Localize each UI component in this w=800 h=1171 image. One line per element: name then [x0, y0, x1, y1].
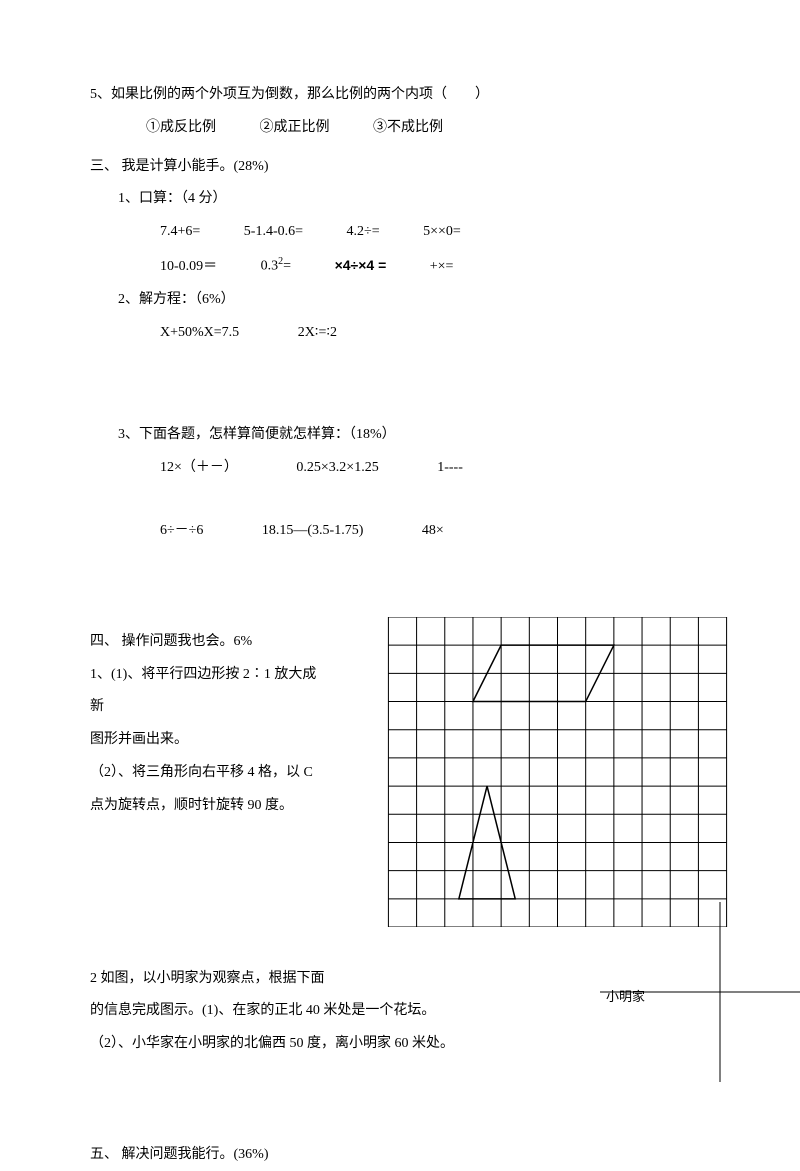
section3-sub3: 3、下面各题，怎样算简便就怎样算：（18%） — [90, 420, 710, 451]
calc2b-pre: 0.3 — [261, 259, 279, 274]
q5-opt2: ②成正比例 — [260, 113, 330, 144]
q5-text: 5、如果比例的两个外项互为倒数，那么比例的两个内项（ ） — [90, 80, 710, 111]
calc2b-post: = — [283, 259, 291, 274]
calc3b: 0.25×3.2×1.25 — [296, 453, 378, 484]
calc2d: +×= — [430, 252, 454, 283]
calc1a: 7.4+6= — [160, 217, 200, 248]
grid-figure — [375, 617, 740, 927]
s4-p1-3: 图形并画出来。 — [90, 725, 350, 756]
s4-p2-2: 点为旋转点，顺时针旋转 90 度。 — [90, 791, 350, 822]
calc1d: 5××0= — [423, 217, 461, 248]
calc4c: 48× — [422, 516, 444, 547]
s4-p2-1: （2）、将三角形向右平移 4 格，以 C — [90, 758, 350, 789]
q5-opt1: ①成反比例 — [146, 113, 216, 144]
s4-p1-2: 新 — [90, 692, 350, 723]
calc2b: 0.32= — [261, 251, 291, 282]
q5-opt3: ③不成比例 — [373, 113, 443, 144]
calc-row2: 10-0.09＝ 0.32= ×4÷×4 = +×= — [90, 250, 710, 283]
eq2: 2X∶=∶2 — [298, 318, 337, 349]
calc3c: 1---- — [437, 453, 463, 484]
calc4b: 18.15—(3.5-1.75) — [262, 516, 364, 547]
calc-row4: 6÷－÷6 18.15—(3.5-1.75) 48× — [90, 516, 710, 547]
calc2a: 10-0.09＝ — [160, 252, 217, 283]
section4-title: 四、 操作问题我也会。6% — [90, 627, 350, 658]
section3-title: 三、 我是计算小能手。(28%) — [90, 152, 710, 183]
calc1b: 5-1.4-0.6= — [244, 217, 303, 248]
xiaoming-label: 小明家 — [606, 983, 645, 1012]
q5-options: ①成反比例 ②成正比例 ③不成比例 — [90, 113, 710, 144]
calc-row1: 7.4+6= 5-1.4-0.6= 4.2÷= 5××0= — [90, 217, 710, 248]
eq-row: X+50%X=7.5 2X∶=∶2 — [90, 318, 710, 349]
calc1c: 4.2÷= — [347, 217, 380, 248]
section5-title: 五、 解决问题我能行。(36%) — [90, 1140, 710, 1171]
s4-p1-1: 1、(1)、将平行四边形按 2∶1 放大成 — [90, 660, 350, 691]
eq1: X+50%X=7.5 — [160, 318, 239, 349]
calc2c: ×4÷×4 = — [335, 250, 387, 281]
calc4a: 6÷－÷6 — [160, 516, 203, 547]
calc-row3: 12×（＋－） 0.25×3.2×1.25 1---- — [90, 453, 710, 484]
section3-sub2: 2、解方程：（6%） — [90, 285, 710, 316]
calc3a: 12×（＋－） — [160, 453, 238, 484]
section3-sub1: 1、口算：（4 分） — [90, 184, 710, 215]
